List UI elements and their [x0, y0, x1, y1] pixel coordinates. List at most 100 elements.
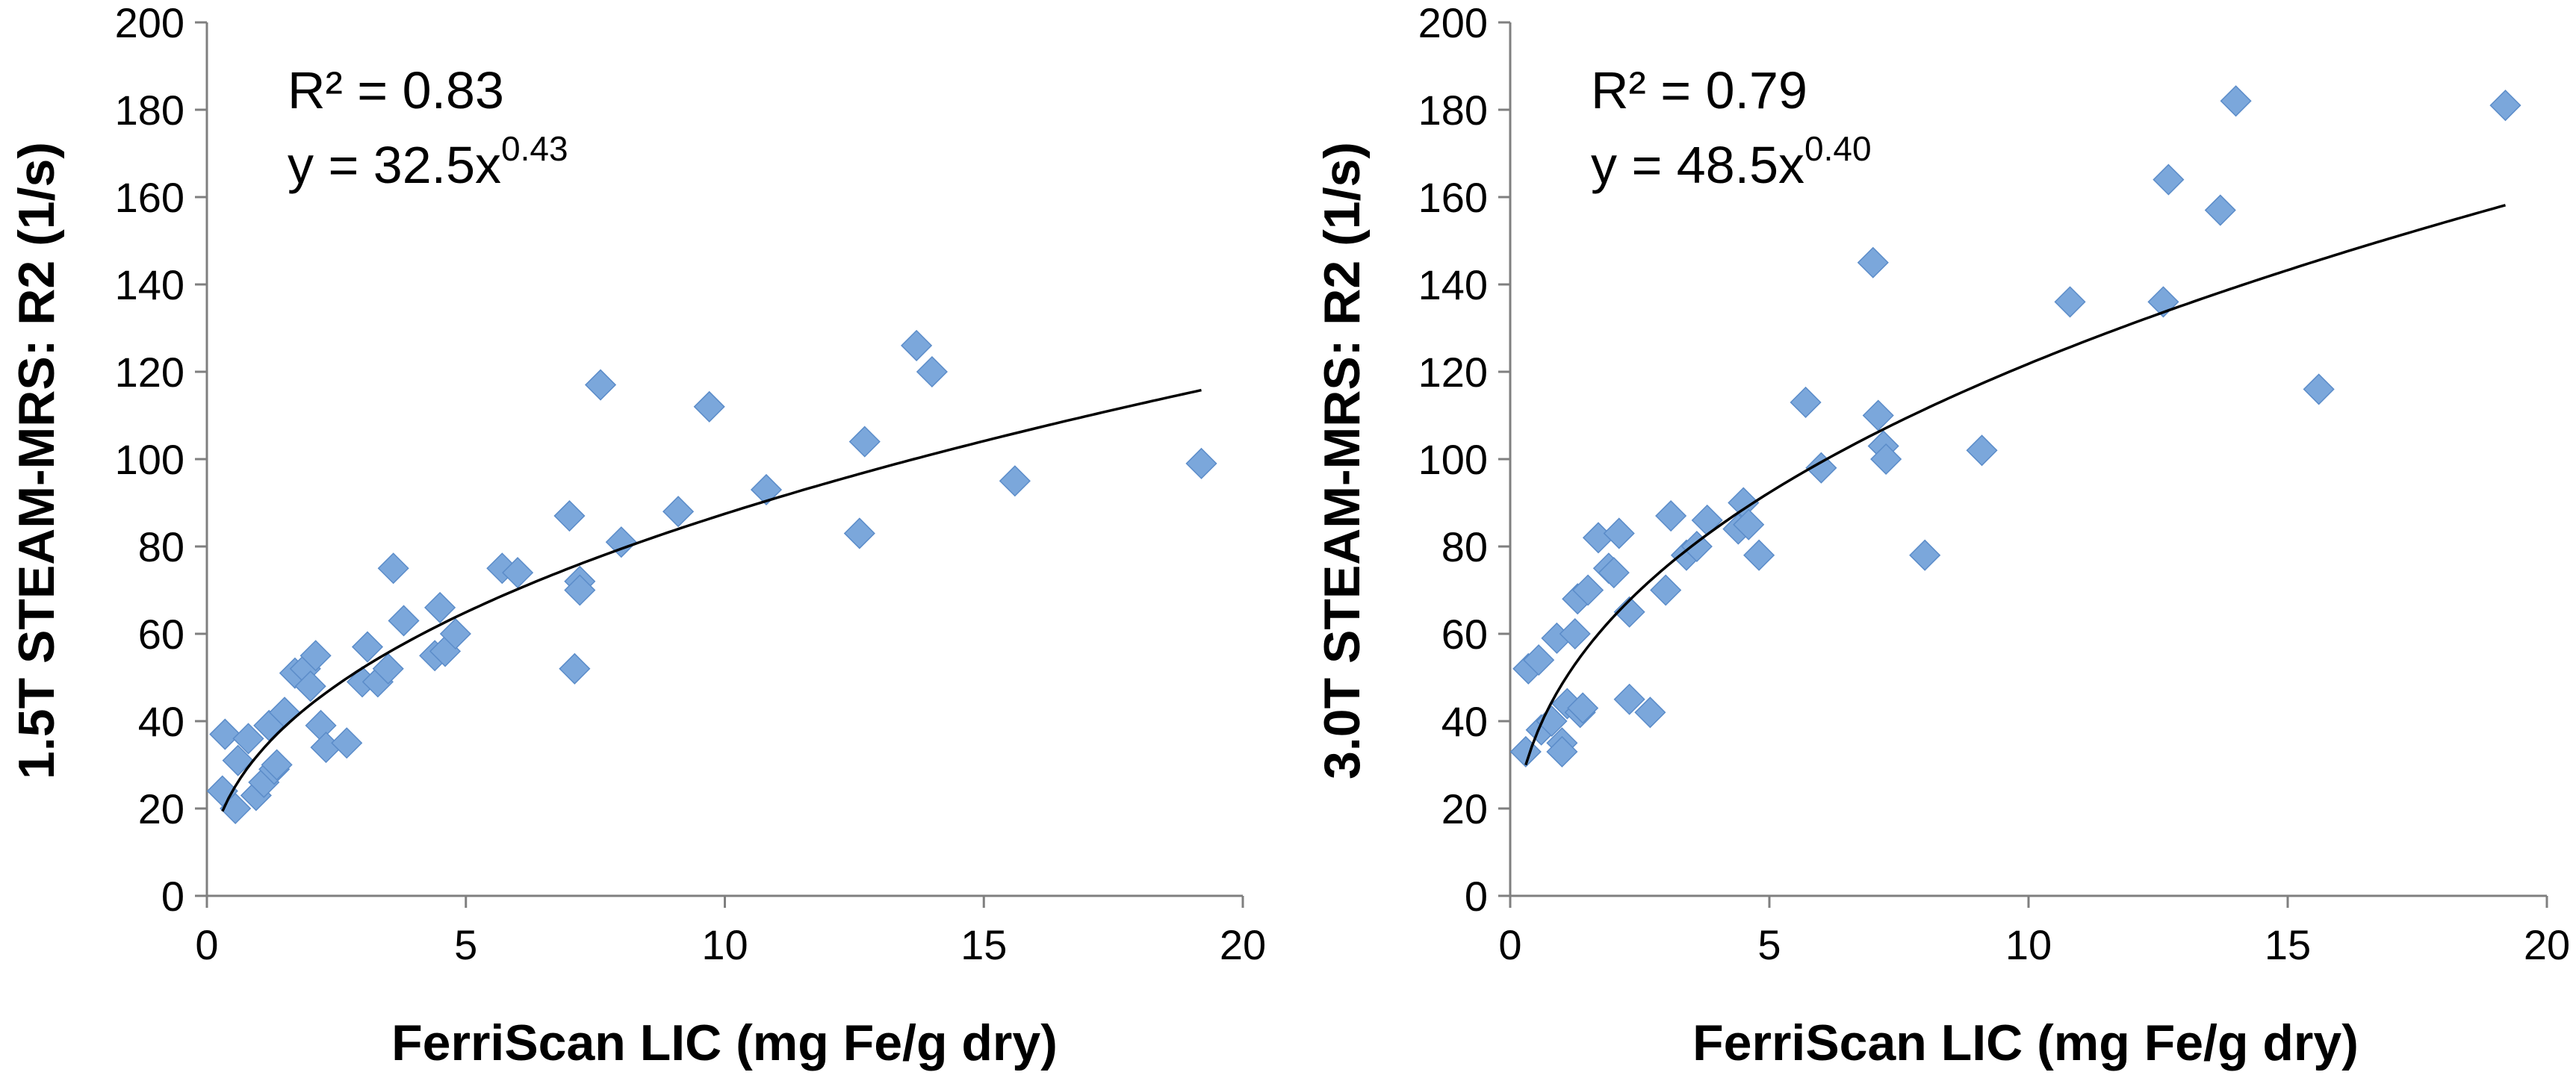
data-point [662, 496, 695, 528]
chart-right-3-0t: R² = 0.79 y = 48.5x0.40 FerriScan LIC (m… [1314, 0, 2570, 1071]
data-point [584, 369, 617, 401]
equation-annotation: y = 32.5x0.43 [288, 129, 568, 194]
data-point [1559, 617, 1591, 650]
data-point [1509, 735, 1542, 768]
equation-base: y = 32.5x [288, 136, 501, 194]
data-point [1966, 434, 1998, 467]
data-point [1613, 596, 1645, 628]
data-point [1572, 574, 1604, 606]
data-point [222, 744, 254, 776]
data-point [999, 465, 1031, 497]
x-tick-label: 5 [454, 921, 477, 968]
data-point [750, 473, 783, 506]
y-tick-label: 100 [115, 436, 184, 483]
data-point [294, 670, 326, 702]
y-tick-label: 200 [115, 0, 184, 46]
data-point [1743, 539, 1775, 571]
y-tick-label: 40 [138, 698, 184, 745]
x-tick-label: 20 [2524, 921, 2570, 968]
data-point [372, 652, 404, 685]
data-point [901, 329, 933, 361]
x-tick-label: 20 [1220, 921, 1266, 968]
data-point [1603, 517, 1635, 549]
equation-annotation: y = 48.5x0.40 [1591, 129, 1872, 194]
chart-left-1-5t: R² = 0.83 y = 32.5x0.43 FerriScan LIC (m… [8, 0, 1266, 1071]
y-tick-label: 120 [115, 349, 184, 396]
y-tick-label: 60 [1441, 611, 1488, 658]
data-point [2054, 286, 2086, 318]
x-tick-label: 10 [2005, 921, 2052, 968]
data-point [1634, 697, 1666, 729]
y-tick-label: 0 [1465, 873, 1488, 920]
trendline [1524, 204, 2506, 766]
data-point [2220, 85, 2252, 117]
data-point [2153, 163, 2185, 196]
data-point [351, 631, 384, 663]
y-tick-label: 0 [161, 873, 184, 920]
data-point [388, 605, 420, 637]
data-point [300, 640, 332, 672]
y-tick-label: 60 [138, 611, 184, 658]
y-tick-label: 80 [138, 523, 184, 570]
data-point [232, 723, 264, 755]
data-point [1805, 452, 1837, 484]
y-tick-label: 80 [1441, 523, 1488, 570]
data-point [331, 727, 363, 759]
data-point [502, 557, 534, 589]
data-point [305, 709, 337, 741]
data-point [377, 552, 409, 585]
data-point [209, 718, 241, 750]
data-point [1185, 447, 1217, 479]
y-tick-label: 140 [115, 261, 184, 308]
x-tick-label: 15 [960, 921, 1007, 968]
data-point [1523, 644, 1555, 676]
y-tick-label: 180 [115, 87, 184, 134]
y-tick-label: 200 [1418, 0, 1488, 46]
data-point [424, 591, 456, 623]
y-tick-label: 160 [1418, 174, 1488, 221]
data-point [1655, 499, 1687, 532]
data-point [559, 652, 591, 685]
data-point [1857, 246, 1889, 278]
data-point [2489, 90, 2521, 122]
equation-exponent: 0.40 [1804, 129, 1872, 168]
x-tick-label: 0 [1498, 921, 1521, 968]
data-point [1870, 443, 1902, 476]
data-point [693, 390, 725, 423]
data-point [564, 574, 596, 606]
data-point [848, 426, 881, 458]
data-point [1909, 539, 1941, 571]
x-axis-title: FerriScan LIC (mg Fe/g dry) [391, 1015, 1058, 1071]
data-point [1790, 386, 1822, 419]
x-axis-title: FerriScan LIC (mg Fe/g dry) [1692, 1015, 2359, 1071]
r2-annotation: R² = 0.79 [1591, 61, 1807, 119]
data-point [2204, 194, 2236, 226]
data-point [1598, 557, 1630, 589]
y-tick-label: 180 [1418, 87, 1488, 134]
equation-base: y = 48.5x [1591, 136, 1804, 194]
r2-annotation: R² = 0.83 [288, 61, 504, 119]
data-point [1650, 574, 1682, 606]
equation-exponent: 0.43 [501, 129, 568, 168]
y-axis-title: 1.5T STEAM-MRS: R2 (1/s) [8, 142, 65, 779]
data-point [1862, 399, 1894, 431]
x-tick-label: 10 [701, 921, 748, 968]
data-point [439, 617, 471, 650]
y-tick-label: 120 [1418, 349, 1488, 396]
x-tick-label: 0 [195, 921, 218, 968]
data-point [261, 749, 293, 781]
data-point [1613, 683, 1645, 715]
y-tick-label: 40 [1441, 698, 1488, 745]
trendline [221, 388, 1202, 812]
data-point [553, 499, 586, 532]
data-point [1733, 508, 1765, 540]
data-point [843, 517, 875, 549]
y-tick-label: 100 [1418, 436, 1488, 483]
data-point [1536, 705, 1568, 738]
y-tick-label: 140 [1418, 261, 1488, 308]
y-tick-label: 160 [115, 174, 184, 221]
data-point [1680, 530, 1713, 563]
x-tick-label: 15 [2265, 921, 2311, 968]
data-point [2303, 373, 2335, 405]
